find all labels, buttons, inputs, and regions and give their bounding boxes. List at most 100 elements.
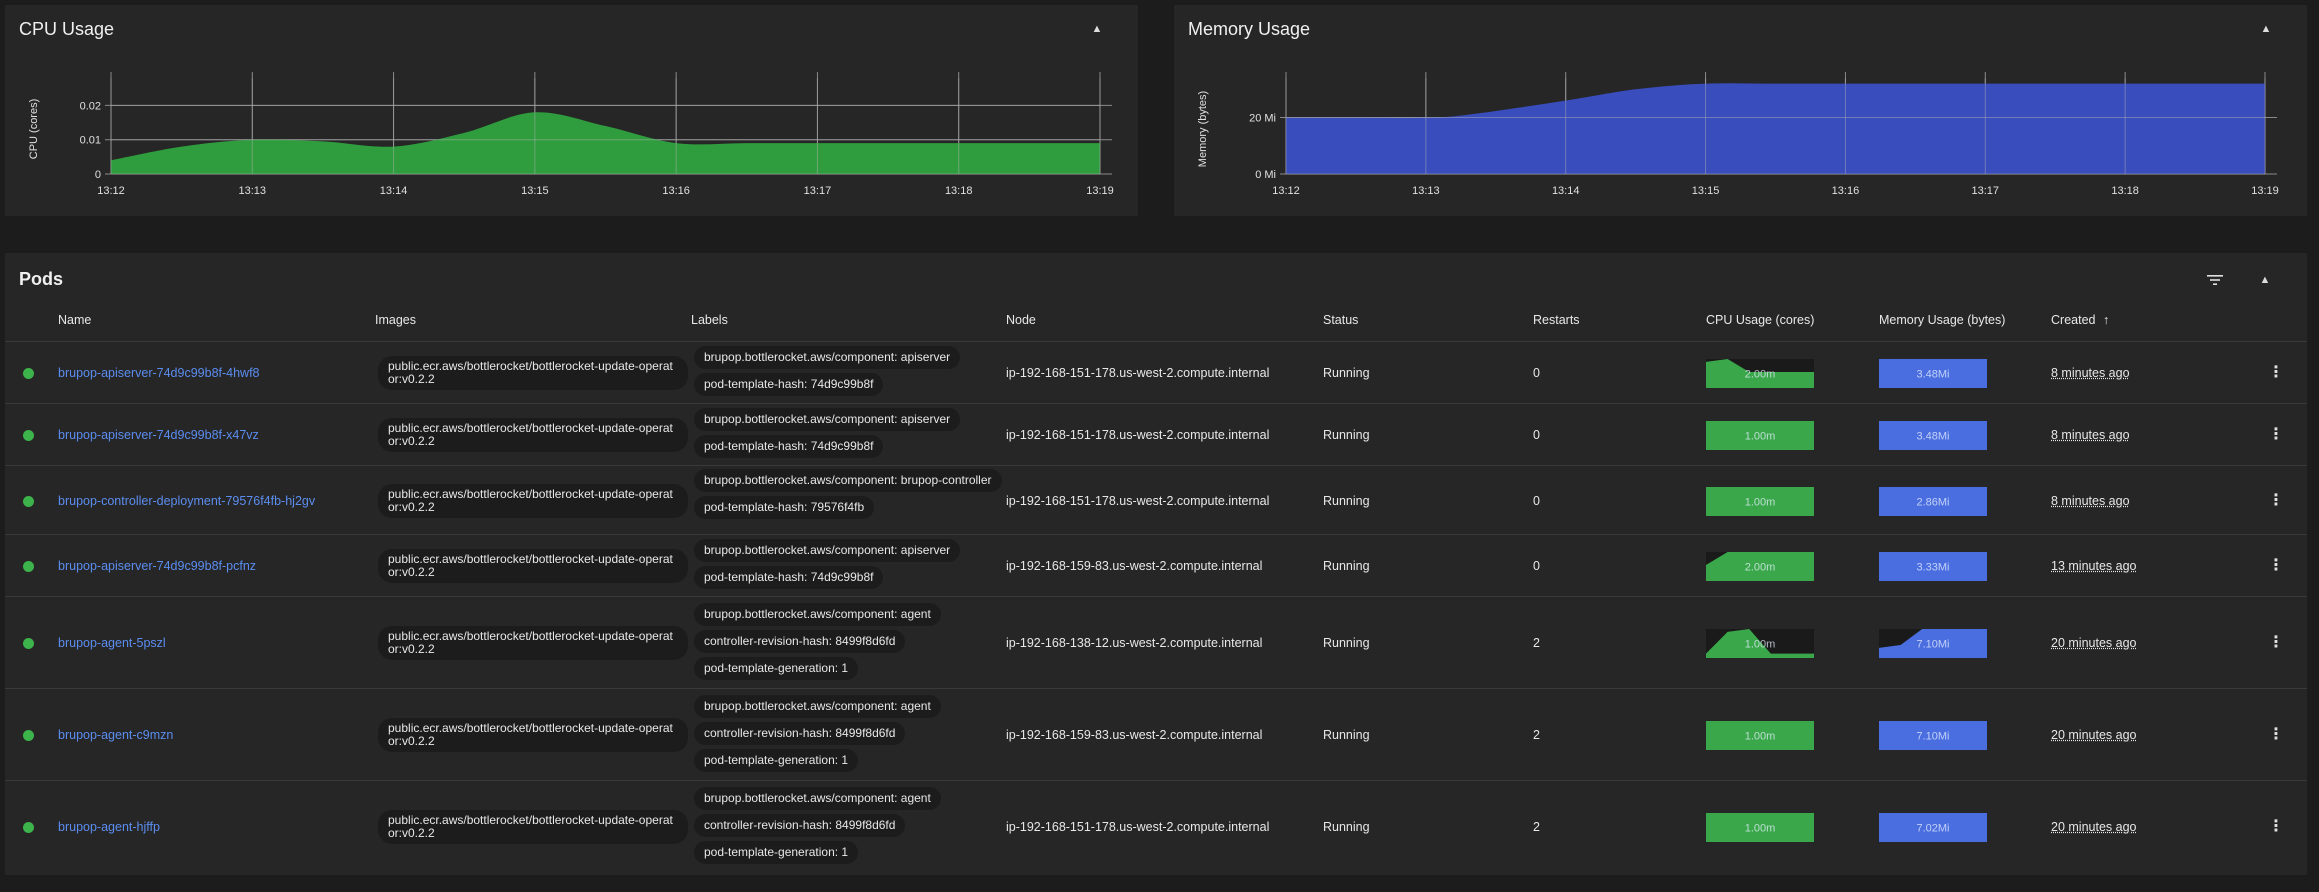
- node-cell: ip-192-168-138-12.us-west-2.compute.inte…: [1006, 636, 1263, 650]
- more-actions-icon[interactable]: ⋮: [2268, 726, 2284, 743]
- cpu-usage-panel: CPU Usage ▲ 0 0.01 0.02 13:12 13:13 13:14 13:1…: [5, 5, 1138, 216]
- pod-name-link[interactable]: brupop-agent-hjffp: [58, 820, 160, 834]
- memory-sparkline-chart: 3.33Mi: [1879, 552, 1987, 581]
- pod-name-link[interactable]: brupop-agent-5pszl: [58, 636, 166, 650]
- created-cell[interactable]: 8 minutes ago: [2051, 428, 2130, 442]
- sparkline-area: [1879, 359, 1987, 388]
- more-actions-icon[interactable]: ⋮: [2268, 364, 2284, 381]
- cpu-usage-sparkline: 1.00m: [1706, 721, 1814, 750]
- image-chip: public.ecr.aws/bottlerocket/bottlerocket…: [378, 418, 688, 452]
- status-dot-icon: [23, 638, 34, 649]
- table-row: brupop-agent-5pszl public.ecr.aws/bottler…: [5, 596, 2307, 688]
- pod-name-link[interactable]: brupop-agent-c9mzn: [58, 728, 174, 742]
- labels-cell: brupop.bottlerocket.aws/component: apise…: [694, 346, 1006, 400]
- y-tick-label: 0.01: [80, 135, 101, 147]
- label-chip: brupop.bottlerocket.aws/component: apise…: [694, 408, 961, 431]
- sparkline-area: [1879, 629, 1987, 658]
- status-cell: Running: [1323, 636, 1370, 650]
- chevron-up-icon[interactable]: ▲: [2259, 274, 2271, 286]
- created-cell[interactable]: 8 minutes ago: [2051, 366, 2130, 380]
- sparkline-area: [1706, 486, 1814, 516]
- labels-cell: brupop.bottlerocket.aws/component: apise…: [694, 539, 1006, 593]
- memory-sparkline-chart: 3.48Mi: [1879, 359, 1987, 388]
- label-chip: pod-template-generation: 1: [694, 656, 859, 680]
- x-tick-label: 13:15: [521, 185, 549, 197]
- label-chip: brupop.bottlerocket.aws/component: apise…: [694, 539, 961, 562]
- pod-name-link[interactable]: brupop-apiserver-74d9c99b8f-pcfnz: [58, 559, 257, 573]
- pod-name-link[interactable]: brupop-apiserver-74d9c99b8f-4hwf8: [58, 366, 260, 380]
- image-chip: public.ecr.aws/bottlerocket/bottlerocket…: [378, 626, 688, 660]
- more-actions-icon[interactable]: ⋮: [2268, 491, 2284, 509]
- status-dot-icon: [23, 730, 34, 741]
- y-tick-label: 0.02: [80, 100, 101, 112]
- more-actions-icon[interactable]: ⋮: [2268, 818, 2284, 835]
- sparkline-area: [1706, 552, 1814, 581]
- column-header-restarts[interactable]: Restarts: [1533, 313, 1580, 327]
- sparkline-area: [1706, 359, 1814, 388]
- pods-panel: Pods ▲ Name Images Labels Node Status Re…: [5, 253, 2307, 875]
- x-tick-label: 13:17: [804, 185, 832, 197]
- x-tick-label: 13:16: [662, 185, 690, 197]
- sparkline-value: 3.48Mi: [1916, 431, 1949, 443]
- image-chip: public.ecr.aws/bottlerocket/bottlerocket…: [378, 718, 688, 752]
- y-tick-label: 0 Mi: [1255, 169, 1276, 181]
- column-header-images[interactable]: Images: [375, 313, 416, 327]
- sparkline-value: 2.00m: [1745, 562, 1776, 574]
- x-tick-label: 13:12: [97, 185, 125, 197]
- cpu-sparkline-chart: 1.00m: [1706, 721, 1814, 750]
- pod-name-link[interactable]: brupop-controller-deployment-79576f4fb-h…: [58, 493, 316, 508]
- column-header-memory[interactable]: Memory Usage (bytes): [1879, 313, 2006, 327]
- x-tick-label: 13:16: [1832, 185, 1860, 197]
- sparkline-area: [1706, 721, 1814, 750]
- series-area: [1286, 83, 2265, 174]
- chevron-up-icon[interactable]: ▲: [2260, 23, 2272, 35]
- x-tick-label: 13:18: [945, 185, 973, 197]
- more-actions-icon[interactable]: ⋮: [2268, 426, 2284, 443]
- panel-title: CPU Usage: [19, 19, 115, 39]
- x-tick-label: 13:19: [2251, 185, 2279, 197]
- memory-usage-panel: Memory Usage ▲ 0 Mi 20 Mi 13:12 13:13 13:14 1…: [1174, 5, 2307, 216]
- series-area: [111, 112, 1100, 174]
- column-header-name[interactable]: Name: [58, 313, 92, 327]
- cpu-usage-sparkline: 1.00m: [1706, 421, 1814, 450]
- created-cell[interactable]: 8 minutes ago: [2051, 493, 2130, 508]
- y-axis-label: Memory (bytes): [1197, 91, 1209, 167]
- pod-name-link[interactable]: brupop-apiserver-74d9c99b8f-x47vz: [58, 428, 259, 442]
- created-cell[interactable]: 20 minutes ago: [2051, 728, 2137, 742]
- sparkline-area: [1879, 721, 1987, 750]
- created-cell[interactable]: 20 minutes ago: [2051, 820, 2137, 834]
- y-tick-label: 20 Mi: [1249, 113, 1276, 125]
- label-chip: controller-revision-hash: 8499f8d6fd: [694, 813, 906, 837]
- column-header-status[interactable]: Status: [1323, 313, 1359, 327]
- column-header-node[interactable]: Node: [1006, 313, 1036, 327]
- sparkline-area: [1706, 813, 1814, 842]
- chevron-up-icon[interactable]: ▲: [1091, 23, 1103, 35]
- created-cell[interactable]: 13 minutes ago: [2051, 559, 2137, 573]
- column-header-created[interactable]: Created ↑: [2051, 313, 2109, 327]
- sparkline-area: [1879, 813, 1987, 842]
- cpu-sparkline-chart: 1.00m: [1706, 486, 1814, 516]
- status-dot-icon: [23, 561, 34, 572]
- status-cell: Running: [1323, 559, 1370, 573]
- memory-usage-sparkline: 7.10Mi: [1879, 629, 1987, 658]
- filter-icon[interactable]: [2203, 268, 2227, 292]
- table-row: brupop-apiserver-74d9c99b8f-pcfnz public.…: [5, 534, 2307, 596]
- cpu-usage-sparkline: 2.00m: [1706, 552, 1814, 581]
- status-cell: Running: [1323, 493, 1370, 508]
- sort-ascending-icon: ↑: [2102, 313, 2110, 327]
- column-header-cpu[interactable]: CPU Usage (cores): [1706, 313, 1815, 327]
- label-chip: controller-revision-hash: 8499f8d6fd: [694, 629, 906, 653]
- label-chip: brupop.bottlerocket.aws/component: apise…: [694, 346, 961, 369]
- sparkline-value: 3.33Mi: [1916, 562, 1949, 574]
- sparkline-area: [1706, 629, 1814, 658]
- more-actions-icon[interactable]: ⋮: [2268, 557, 2284, 574]
- cpu-sparkline-chart: 1.00m: [1706, 813, 1814, 842]
- more-actions-icon[interactable]: ⋮: [2268, 634, 2284, 651]
- created-cell[interactable]: 20 minutes ago: [2051, 636, 2137, 650]
- column-header-labels[interactable]: Labels: [691, 313, 728, 327]
- label-chip: pod-template-hash: 79576f4fb: [694, 496, 875, 519]
- status-cell: Running: [1323, 428, 1370, 442]
- node-cell: ip-192-168-151-178.us-west-2.compute.int…: [1006, 493, 1270, 508]
- section-title: Pods: [19, 269, 64, 289]
- panel-title: Memory Usage: [1188, 19, 1311, 39]
